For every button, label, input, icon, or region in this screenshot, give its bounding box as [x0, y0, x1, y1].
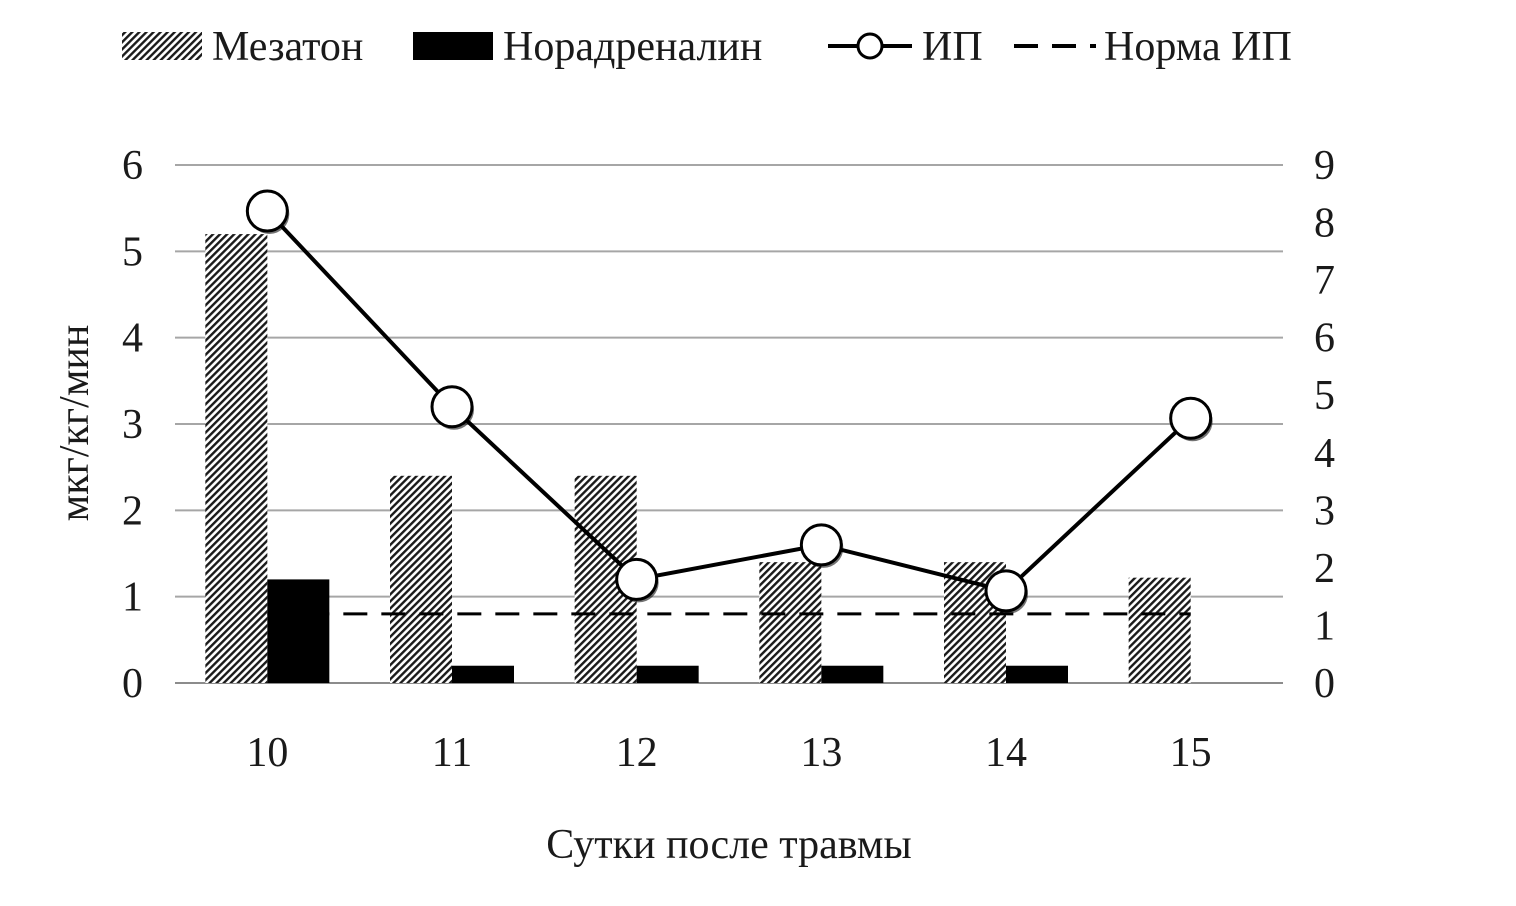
y2-tick-label-3: 3	[1314, 488, 1335, 534]
x-tick-label-12: 12	[616, 730, 658, 776]
ip-marker-14	[984, 569, 1028, 613]
legend-label-ip: ИП	[922, 24, 983, 70]
legend-item-norma-ip: Норма ИП	[1014, 24, 1292, 70]
bar-mezaton-13	[759, 562, 822, 683]
bar-noradrenalin-11	[452, 665, 514, 683]
y2-tick-label-4: 4	[1314, 431, 1335, 477]
legend-label-noradrenalin: Норадреналин	[503, 24, 762, 70]
y-tick-label-0: 0	[122, 661, 143, 707]
bar-noradrenalin-14	[1006, 665, 1068, 683]
y2-tick-label-7: 7	[1314, 258, 1335, 304]
bar-noradrenalin-10	[267, 579, 330, 683]
ip-line	[265, 209, 1193, 594]
legend-label-norma-ip: Норма ИП	[1104, 24, 1292, 70]
x-axis-title: Сутки после травмы	[546, 822, 911, 868]
x-tick-label-15: 15	[1170, 730, 1212, 776]
ip-marker-11	[430, 385, 474, 429]
y2-tick-label-6: 6	[1314, 316, 1335, 362]
y2-tick-label-1: 1	[1314, 603, 1335, 649]
bar-mezaton-10	[205, 234, 268, 684]
y2-tick-label-9: 9	[1314, 143, 1335, 189]
x-tick-label-13: 13	[800, 730, 842, 776]
legend-item-noradrenalin: Норадреналин	[413, 24, 762, 70]
legend-swatch-noradrenalin	[413, 32, 493, 60]
bar-noradrenalin-12	[636, 665, 699, 683]
y2-tick-label-5: 5	[1314, 373, 1335, 419]
ip-marker-12	[615, 557, 659, 601]
ip-marker-10	[245, 189, 289, 233]
y-tick-label-1: 1	[122, 575, 143, 621]
y-tick-label-6: 6	[122, 143, 143, 189]
ip-marker-15	[1169, 396, 1213, 440]
y-tick-label-4: 4	[122, 316, 143, 362]
legend-label-mezaton: Мезатон	[212, 24, 363, 70]
y-axis-title: мкг/кг/мин	[52, 325, 98, 522]
y-tick-label-5: 5	[122, 229, 143, 275]
y2-tick-label-2: 2	[1314, 546, 1335, 592]
y-tick-label-2: 2	[122, 488, 143, 534]
legend: Мезатон Норадреналин ИП Норма ИП	[122, 24, 1292, 70]
legend-item-ip: ИП	[828, 24, 983, 70]
legend-marker-ip	[856, 32, 884, 60]
lines	[245, 189, 1213, 616]
bar-mezaton-11	[390, 475, 452, 683]
bar-noradrenalin-13	[821, 665, 884, 683]
y2-tick-label-8: 8	[1314, 201, 1335, 247]
legend-swatch-mezaton	[122, 32, 202, 60]
gridlines	[175, 164, 1283, 684]
x-tick-label-14: 14	[985, 730, 1027, 776]
y-tick-label-3: 3	[122, 402, 143, 448]
bar-mezaton-15	[1128, 577, 1191, 683]
legend-item-mezaton: Мезатон	[122, 24, 363, 70]
ip-marker-13	[799, 523, 843, 567]
y2-tick-label-0: 0	[1314, 661, 1335, 707]
x-tick-label-11: 11	[432, 730, 472, 776]
x-tick-label-10: 10	[246, 730, 288, 776]
